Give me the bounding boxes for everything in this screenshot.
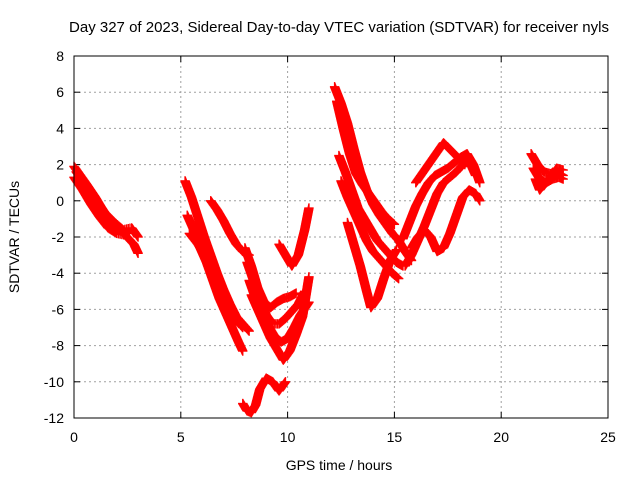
x-tick-label: 10 bbox=[280, 429, 296, 445]
y-tick-label: -4 bbox=[52, 265, 65, 281]
y-tick-label: 4 bbox=[56, 120, 64, 136]
y-axis-label: SDTVAR / TECUs bbox=[6, 181, 22, 293]
series-arc-5d bbox=[411, 138, 470, 188]
series-arc-2c bbox=[184, 228, 248, 333]
y-tick-label: 2 bbox=[56, 157, 64, 173]
data-point bbox=[238, 322, 248, 333]
series-arc-1c bbox=[71, 167, 135, 239]
x-tick-label: 0 bbox=[70, 429, 78, 445]
x-tick-label: 25 bbox=[600, 429, 616, 445]
series-arc-3f bbox=[238, 373, 291, 418]
data-point bbox=[244, 326, 254, 336]
y-tick-label: -2 bbox=[52, 229, 65, 245]
data-points bbox=[69, 82, 568, 418]
y-tick-label: -10 bbox=[44, 374, 64, 390]
y-tick-label: -8 bbox=[52, 338, 65, 354]
x-tick-label: 20 bbox=[493, 429, 509, 445]
y-tick-label: 6 bbox=[56, 84, 64, 100]
data-point bbox=[133, 232, 143, 242]
y-tick-label: -12 bbox=[44, 410, 64, 426]
x-tick-label: 5 bbox=[177, 429, 185, 445]
chart-title: Day 327 of 2023, Sidereal Day-to-day VTE… bbox=[69, 19, 609, 36]
data-point bbox=[124, 228, 135, 239]
x-axis-label: GPS time / hours bbox=[286, 457, 393, 473]
data-point bbox=[238, 346, 248, 356]
axis-ticks: 0 5 10 15 20 25 -12 -10 -8 -6 -4 -2 0 2 4 6 8 bbox=[44, 48, 616, 445]
y-tick-label: 8 bbox=[56, 48, 64, 64]
data-point bbox=[133, 248, 143, 258]
x-tick-label: 15 bbox=[387, 429, 403, 445]
y-tick-label: -6 bbox=[52, 301, 65, 317]
y-tick-label: 0 bbox=[56, 193, 64, 209]
